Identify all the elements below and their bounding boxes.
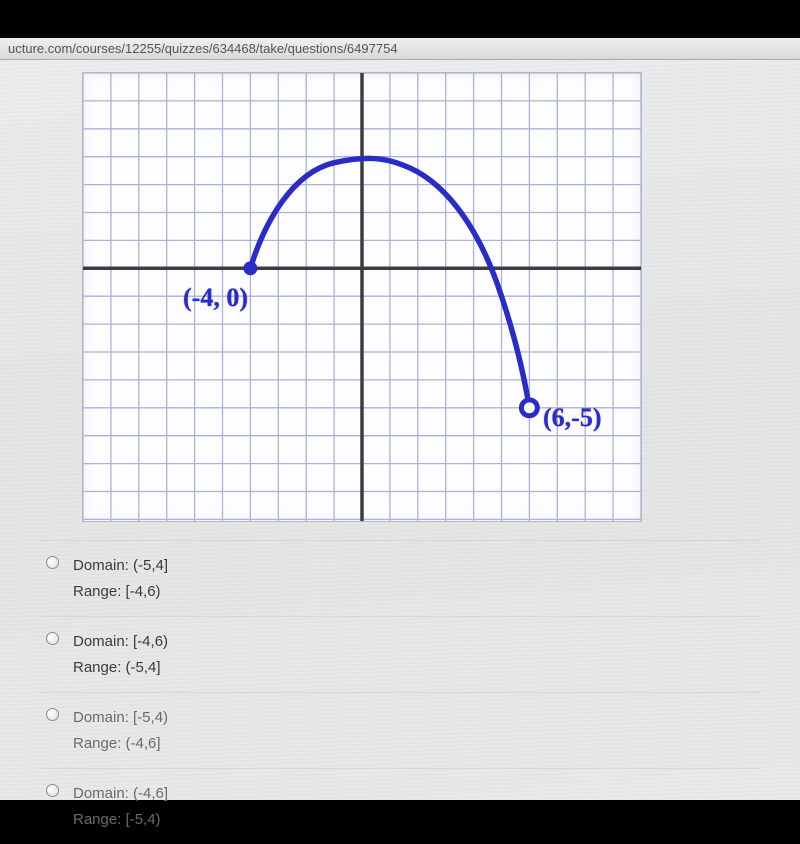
graph-svg: [83, 73, 641, 521]
radio-icon[interactable]: [46, 556, 59, 569]
option-text: Domain: (-4,6] Range: [-5,4): [73, 781, 168, 832]
option-row[interactable]: Domain: (-5,4] Range: [-4,6): [40, 541, 760, 617]
graph-container: (-4, 0) (6,-5): [32, 60, 768, 540]
option-row[interactable]: Domain: [-4,6) Range: (-5,4]: [40, 617, 760, 693]
answer-options: Domain: (-5,4] Range: [-4,6) Domain: [-4…: [40, 540, 760, 844]
option-text: Domain: [-5,4) Range: (-4,6]: [73, 705, 168, 756]
option-text: Domain: (-5,4] Range: [-4,6): [73, 553, 168, 604]
point-label-end: (6,-5): [543, 403, 601, 433]
quiz-content: (-4, 0) (6,-5) Domain: (-5,4] Range: [-4…: [0, 60, 800, 800]
option-text: Domain: [-4,6) Range: (-5,4]: [73, 629, 168, 680]
radio-icon[interactable]: [46, 708, 59, 721]
radio-icon[interactable]: [46, 784, 59, 797]
option-row[interactable]: Domain: [-5,4) Range: (-4,6]: [40, 693, 760, 769]
url-bar: ucture.com/courses/12255/quizzes/634468/…: [0, 38, 800, 60]
radio-icon[interactable]: [46, 632, 59, 645]
option-row[interactable]: Domain: (-4,6] Range: [-5,4): [40, 769, 760, 844]
coordinate-graph: (-4, 0) (6,-5): [82, 72, 642, 522]
point-label-start: (-4, 0): [183, 283, 248, 313]
window-top-bar: [0, 0, 800, 38]
